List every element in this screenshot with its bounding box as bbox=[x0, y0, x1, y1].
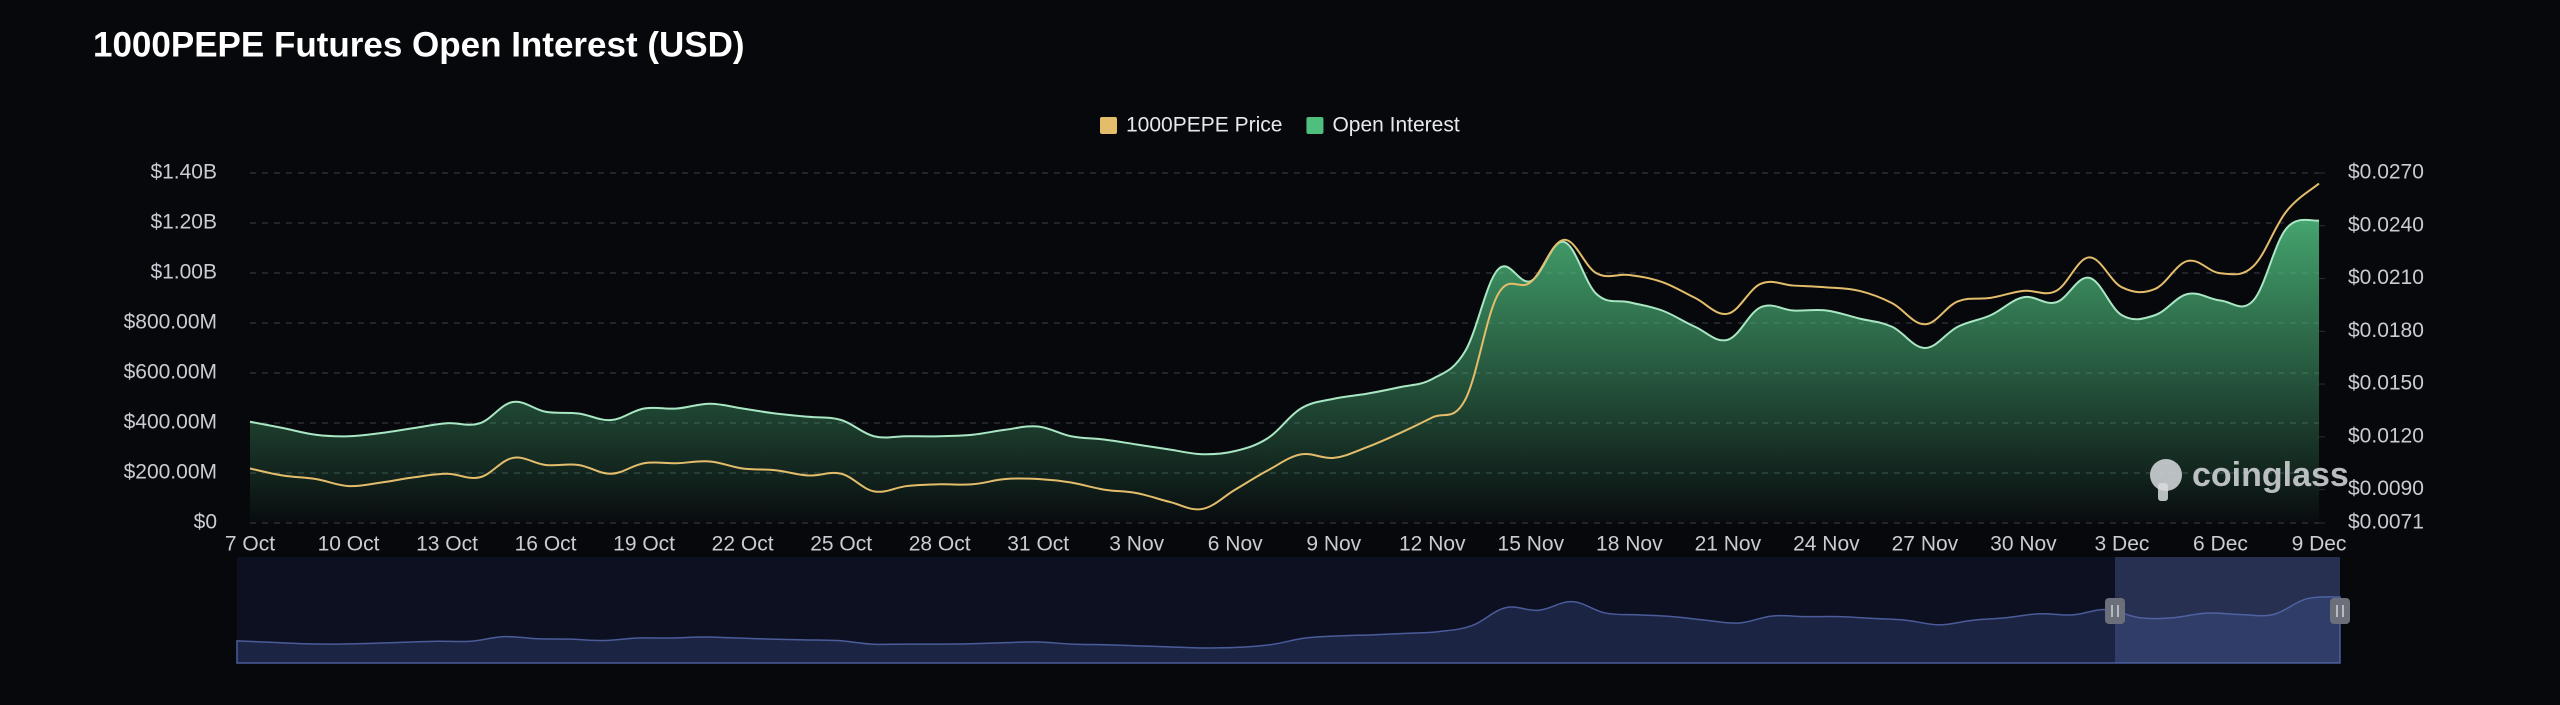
navigator-selection bbox=[2115, 557, 2340, 663]
y-tick-label: $400.00M bbox=[124, 411, 217, 434]
x-tick-label: 28 Oct bbox=[909, 533, 971, 556]
x-tick-label: 30 Nov bbox=[1990, 533, 2057, 556]
y2-tick-label: $0.0071 bbox=[2348, 511, 2424, 534]
legend-text: 1000PEPE Price bbox=[1126, 114, 1282, 137]
y2-tick-label: $0.0270 bbox=[2348, 161, 2424, 184]
y2-tick-label: $0.0120 bbox=[2348, 424, 2424, 447]
y2-tick-label: $0.0090 bbox=[2348, 477, 2424, 500]
y2-tick-label: $0.0210 bbox=[2348, 266, 2424, 289]
x-tick-label: 9 Dec bbox=[2292, 533, 2347, 556]
y-tick-label: $0 bbox=[194, 511, 217, 534]
x-tick-label: 24 Nov bbox=[1793, 533, 1860, 556]
y-tick-label: $200.00M bbox=[124, 461, 217, 484]
y-tick-label: $1.40B bbox=[150, 161, 217, 184]
line bbox=[249, 182, 2320, 511]
x-tick-label: 10 Oct bbox=[318, 533, 380, 556]
legend-swatch bbox=[1306, 117, 1324, 134]
x-tick-label: 22 Oct bbox=[712, 533, 774, 556]
watermark-icon bbox=[2150, 459, 2182, 491]
line bbox=[249, 218, 2320, 456]
y-tick-label: $600.00M bbox=[124, 361, 217, 384]
x-tick-label: 19 Oct bbox=[613, 533, 675, 556]
navigator-handle[interactable] bbox=[2105, 598, 2125, 624]
watermark-icon bbox=[2158, 483, 2168, 501]
x-tick-label: 27 Nov bbox=[1892, 533, 1959, 556]
y2-tick-label: $0.0240 bbox=[2348, 213, 2424, 236]
y-tick-label: $1.00B bbox=[150, 261, 217, 284]
x-tick-label: 6 Dec bbox=[2193, 533, 2248, 556]
x-tick-label: 16 Oct bbox=[515, 533, 577, 556]
x-tick-label: 13 Oct bbox=[416, 533, 478, 556]
navigator-area bbox=[236, 596, 2341, 664]
y-tick-label: $1.20B bbox=[150, 211, 217, 234]
watermark: coinglass bbox=[2192, 456, 2349, 494]
x-tick-label: 12 Nov bbox=[1399, 533, 1466, 556]
x-tick-label: 7 Oct bbox=[225, 533, 275, 556]
area bbox=[250, 219, 2319, 523]
y2-tick-label: $0.0150 bbox=[2348, 372, 2424, 395]
x-tick-label: 15 Nov bbox=[1498, 533, 1565, 556]
y2-tick-label: $0.0180 bbox=[2348, 319, 2424, 342]
x-tick-label: 25 Oct bbox=[810, 533, 872, 556]
x-tick-label: 9 Nov bbox=[1306, 533, 1361, 556]
x-tick-label: 3 Dec bbox=[2095, 533, 2150, 556]
navigator-handle[interactable] bbox=[2330, 598, 2350, 624]
x-tick-label: 3 Nov bbox=[1109, 533, 1164, 556]
x-tick-label: 21 Nov bbox=[1695, 533, 1762, 556]
x-tick-label: 18 Nov bbox=[1596, 533, 1663, 556]
watermark-logo bbox=[2150, 459, 2182, 501]
y-tick-label: $800.00M bbox=[124, 311, 217, 334]
legend-swatch bbox=[1100, 117, 1117, 134]
x-tick-label: 31 Oct bbox=[1007, 533, 1069, 556]
x-tick-label: 6 Nov bbox=[1208, 533, 1263, 556]
legend-text: Open Interest bbox=[1332, 114, 1459, 137]
chart-title: 1000PEPE Futures Open Interest (USD) bbox=[93, 25, 745, 64]
